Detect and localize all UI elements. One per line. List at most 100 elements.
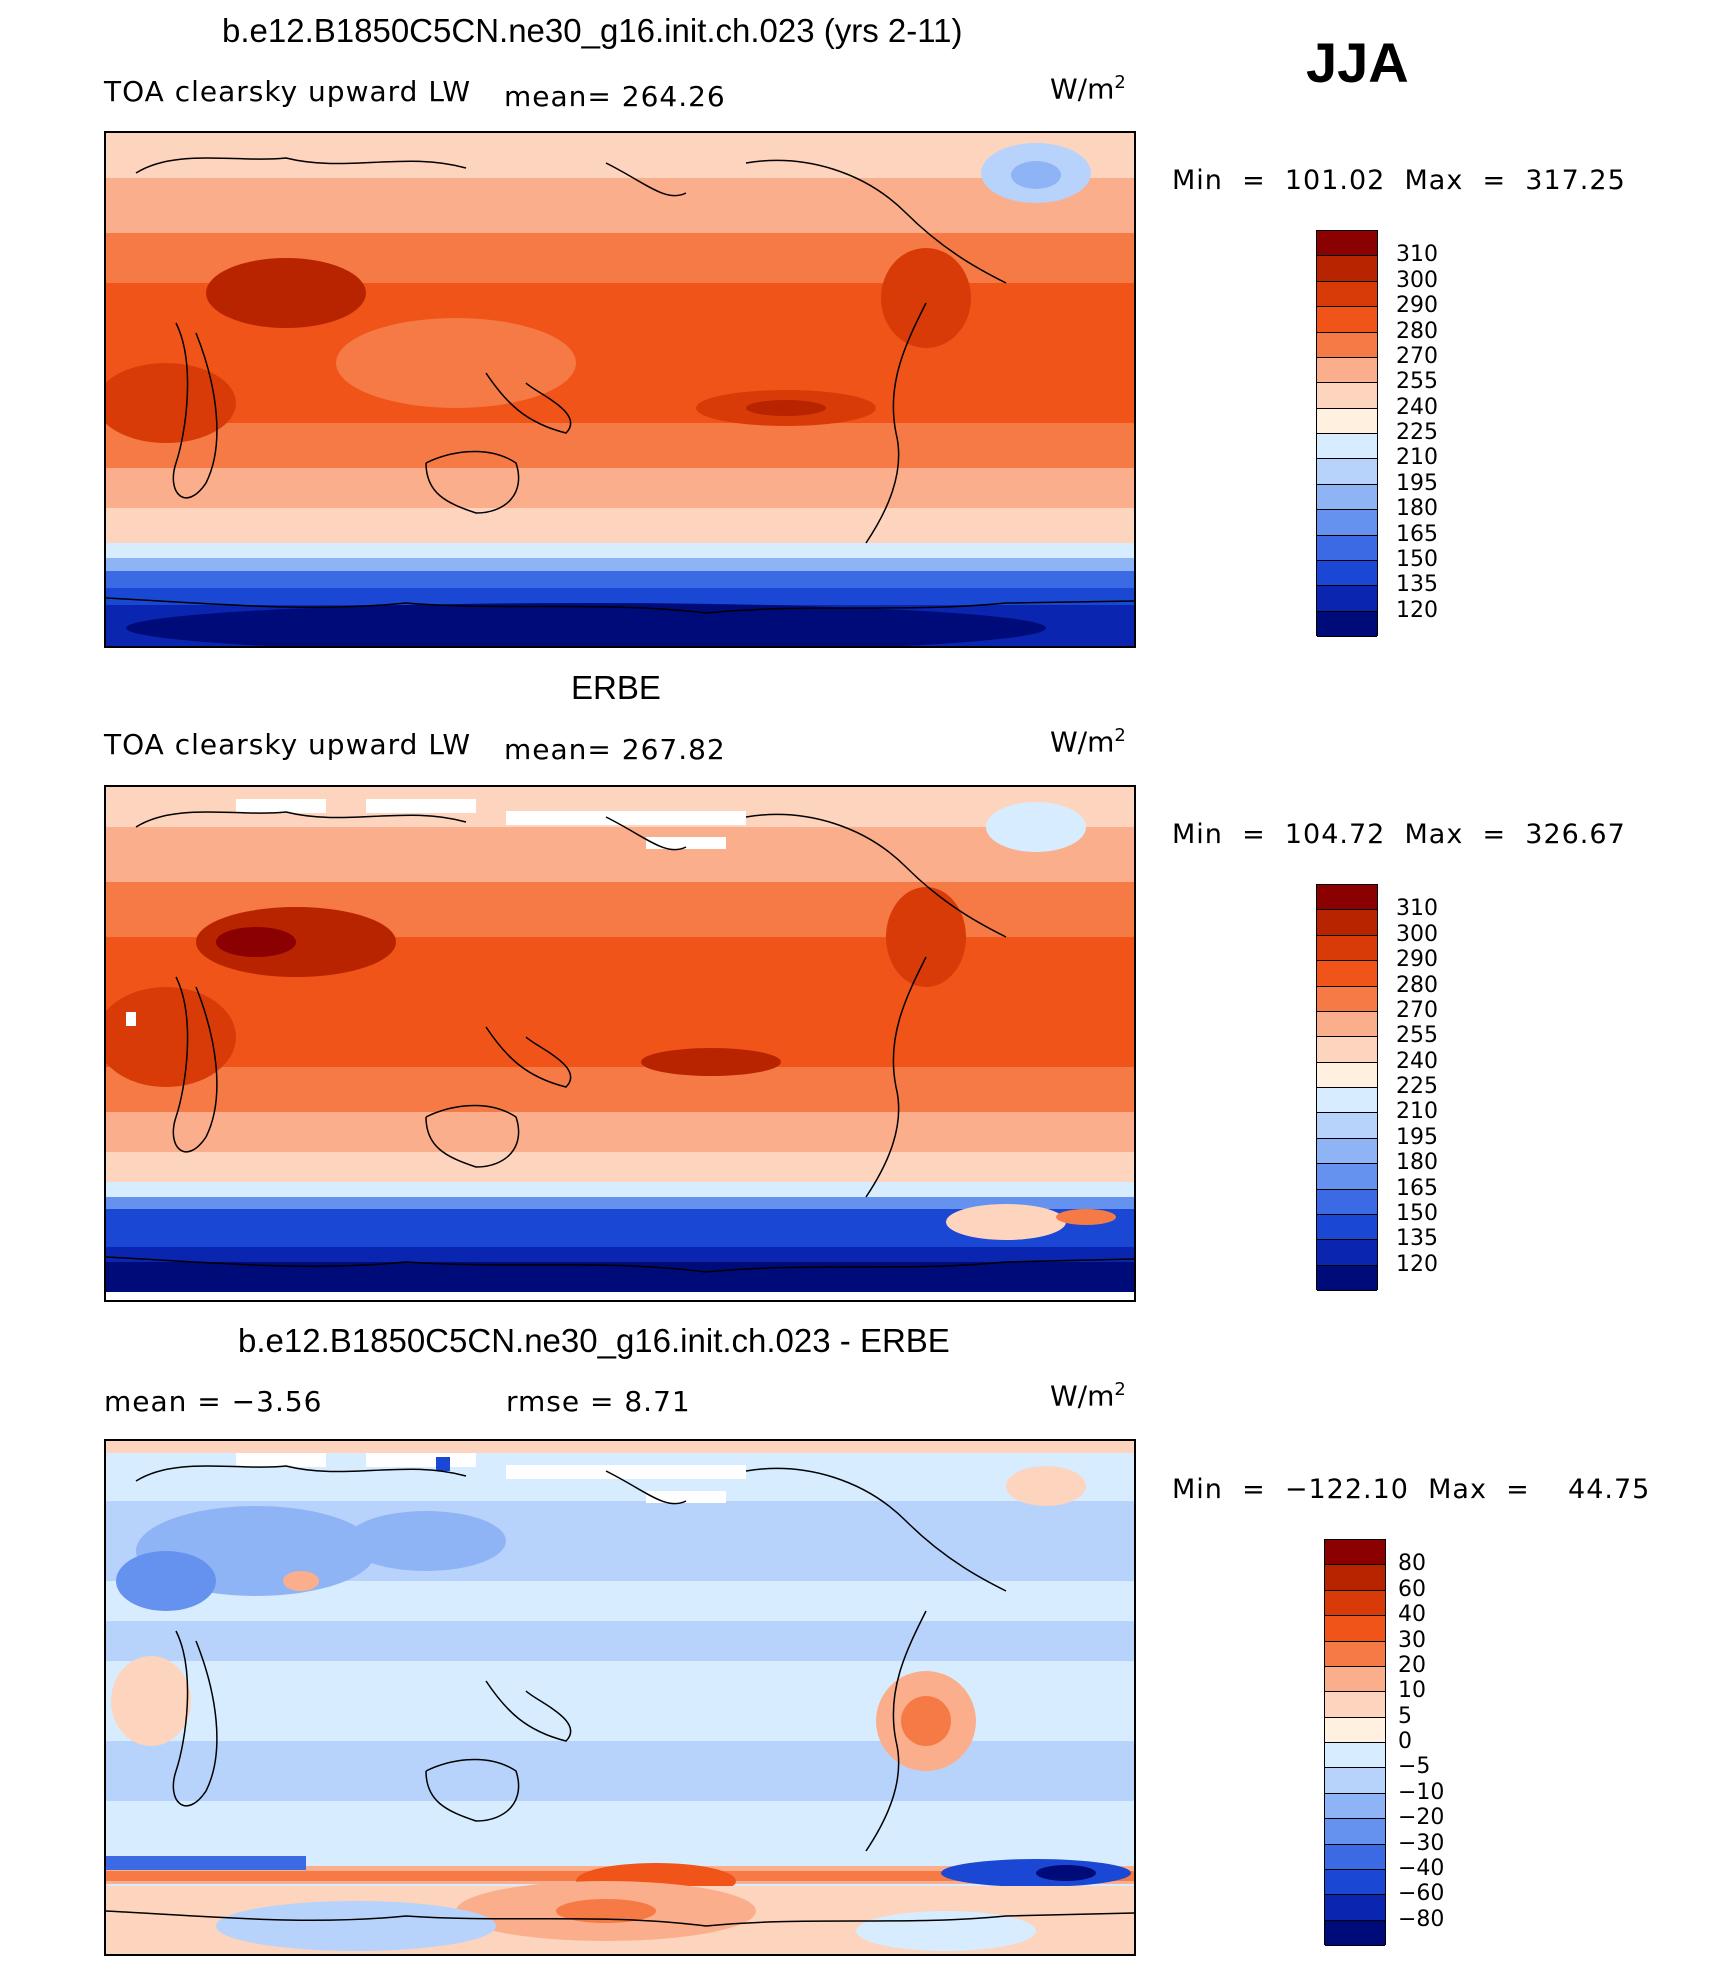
colorbar-cell: [1317, 1088, 1377, 1114]
colorbar-cell: [1325, 1717, 1385, 1743]
colorbar-cell: [1317, 1062, 1377, 1088]
colorbar-label: 150: [1396, 546, 1438, 572]
colorbar-cell: [1325, 1844, 1385, 1870]
colorbar-label: 270: [1396, 997, 1438, 1023]
colorbar-cell: [1317, 1240, 1377, 1266]
colorbar-label: −10: [1398, 1779, 1445, 1805]
colorbar-label: 310: [1396, 896, 1438, 922]
colorbar-label: 135: [1396, 572, 1438, 598]
colorbar-cell: [1317, 510, 1377, 536]
colorbar-cell: [1325, 1666, 1385, 1693]
colorbar-cell: [1325, 1793, 1385, 1820]
colorbar-label: −60: [1398, 1881, 1445, 1907]
colorbar-label: 310: [1396, 242, 1438, 268]
colorbar-label: 195: [1396, 470, 1438, 496]
colorbar-cell: [1317, 611, 1377, 637]
colorbar-cell: [1317, 935, 1377, 962]
panel3-mean: mean = −3.56: [104, 1385, 323, 1418]
colorbar-label: 30: [1398, 1627, 1426, 1653]
colorbar-cell: [1325, 1565, 1385, 1591]
colorbar-label: 150: [1396, 1200, 1438, 1226]
colorbar-cell: [1317, 1214, 1377, 1241]
colorbar-cell: [1317, 484, 1377, 511]
colorbar-cell: [1317, 434, 1377, 460]
colorbar-label: 225: [1396, 420, 1438, 445]
colorbar-cell: [1325, 1540, 1385, 1566]
colorbar-cell: [1325, 1590, 1385, 1617]
colorbar-label: 255: [1396, 1023, 1438, 1049]
colorbar-cell: [1317, 986, 1377, 1012]
colorbar-label: 195: [1396, 1124, 1438, 1150]
colorbar-label: 120: [1396, 597, 1438, 623]
colorbar-cell: [1317, 535, 1377, 561]
colorbar-label: −30: [1398, 1830, 1445, 1856]
panel3-title: b.e12.B1850C5CN.ne30_g16.init.ch.023 - E…: [238, 1322, 950, 1359]
colorbar-label: 60: [1398, 1576, 1426, 1602]
colorbar-label: 290: [1396, 947, 1438, 973]
colorbar-cell: [1317, 910, 1377, 936]
panel2-variable: TOA clearsky upward LW: [104, 728, 472, 761]
colorbar-label: 165: [1396, 521, 1438, 547]
colorbar-label: 180: [1396, 1150, 1438, 1176]
colorbar-cell: [1317, 1189, 1377, 1215]
colorbar-cell: [1325, 1616, 1385, 1642]
colorbar-cell: [1317, 357, 1377, 384]
panel1-title: b.e12.B1850C5CN.ne30_g16.init.ch.023 (yr…: [222, 12, 963, 49]
panel1-map: [104, 131, 1136, 648]
colorbar-label: 20: [1398, 1652, 1426, 1678]
colorbar-cell: [1317, 307, 1377, 333]
colorbar-cell: [1317, 1037, 1377, 1063]
colorbar-label: 40: [1398, 1602, 1426, 1628]
colorbar-label: 280: [1396, 972, 1438, 998]
colorbar-cell: [1317, 383, 1377, 409]
colorbar-label: −5: [1398, 1754, 1431, 1780]
colorbar-label: 300: [1396, 267, 1438, 293]
colorbar-cell: [1317, 459, 1377, 485]
colorbar-label: 165: [1396, 1175, 1438, 1201]
panel1-minmax: Min = 101.02 Max = 317.25: [1172, 165, 1626, 196]
panel2-title: ERBE: [571, 669, 661, 706]
colorbar-label: 270: [1396, 343, 1438, 369]
colorbar-label: 225: [1396, 1074, 1438, 1099]
colorbar-cell: [1317, 408, 1377, 434]
colorbar-cell: [1317, 560, 1377, 587]
colorbar-label: 290: [1396, 293, 1438, 319]
colorbar-label: 210: [1396, 445, 1438, 471]
season-label: JJA: [1306, 31, 1409, 94]
colorbar-label: 135: [1396, 1226, 1438, 1252]
colorbar-cell: [1317, 231, 1377, 257]
colorbar-label: 5: [1398, 1703, 1412, 1729]
panel1-variable: TOA clearsky upward LW: [104, 75, 472, 108]
colorbar-label: 120: [1396, 1251, 1438, 1277]
panel3-units: W/m2: [1050, 1379, 1126, 1413]
colorbar-label: −80: [1398, 1906, 1445, 1932]
colorbar-cell: [1325, 1692, 1385, 1718]
colorbar-label: 280: [1396, 318, 1438, 344]
colorbar-label: 80: [1398, 1551, 1426, 1577]
colorbar-label: 210: [1396, 1099, 1438, 1125]
panel3-map: [104, 1439, 1136, 1956]
colorbar-cell: [1325, 1819, 1385, 1845]
colorbar-label: 255: [1396, 369, 1438, 395]
colorbar-cell: [1325, 1768, 1385, 1794]
colorbar-cell: [1325, 1743, 1385, 1769]
colorbar-cell: [1317, 256, 1377, 282]
colorbar-label: 300: [1396, 921, 1438, 947]
panel3-rmse: rmse = 8.71: [506, 1385, 691, 1418]
colorbar-label: 240: [1396, 394, 1438, 420]
colorbar-label: −40: [1398, 1855, 1445, 1881]
colorbar-label: 240: [1396, 1048, 1438, 1074]
colorbar-cell: [1325, 1641, 1385, 1667]
colorbar-cell: [1317, 1011, 1377, 1038]
panel2-units: W/m2: [1050, 725, 1126, 759]
panel2-colorbar: [1316, 884, 1378, 1291]
colorbar-label: 180: [1396, 496, 1438, 522]
colorbar-cell: [1317, 586, 1377, 612]
colorbar-label: 10: [1398, 1678, 1426, 1704]
panel1-colorbar: [1316, 230, 1378, 637]
panel2-minmax: Min = 104.72 Max = 326.67: [1172, 819, 1626, 850]
colorbar-cell: [1317, 332, 1377, 358]
colorbar-cell: [1317, 1265, 1377, 1291]
colorbar-cell: [1317, 281, 1377, 308]
panel3-colorbar: [1324, 1539, 1386, 1946]
